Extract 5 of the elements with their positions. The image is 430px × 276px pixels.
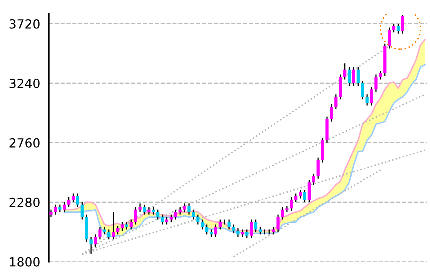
y-tick-label: 1800	[10, 257, 40, 267]
y-tick-label: 2760	[10, 138, 40, 148]
y-tick-label: 2280	[10, 198, 40, 208]
y-tick-label: 3240	[10, 78, 40, 88]
y-tick-label: 3720	[10, 19, 40, 29]
